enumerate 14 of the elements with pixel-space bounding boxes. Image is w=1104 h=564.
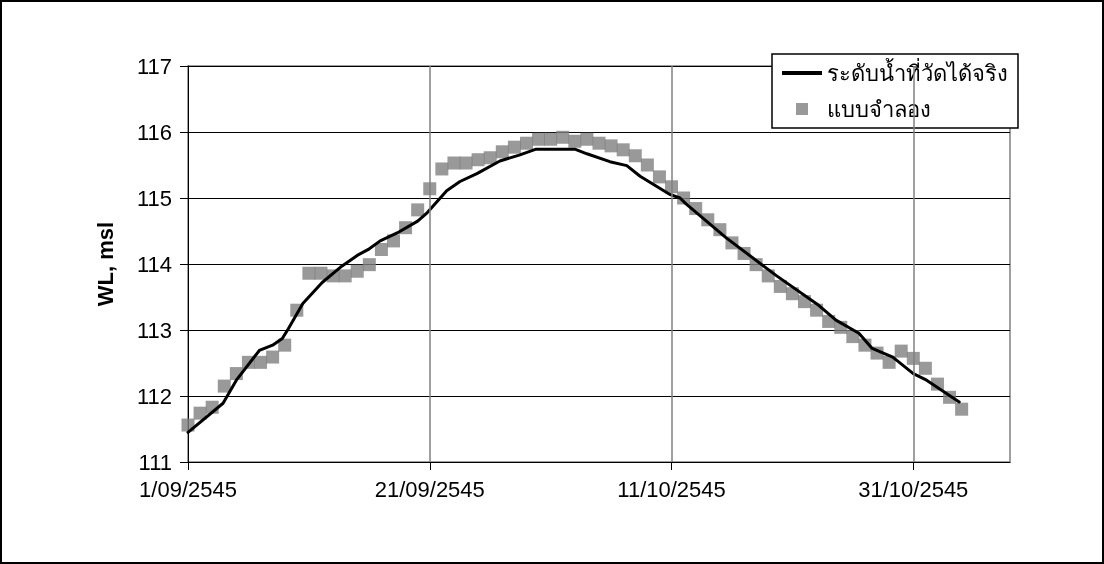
x-tick-label: 1/09/2545 [139,476,237,502]
y-axis-title: WL, msl [92,221,118,307]
y-tick-label: 111 [138,449,172,475]
legend-label: ระดับน้ำที่วัดได้จริง [827,57,1008,86]
x-tick-label: 11/10/2545 [617,476,726,502]
y-tick-label: 113 [136,317,172,343]
y-tick-label: 112 [136,383,172,409]
y-tick-label: 117 [136,53,172,79]
x-tick-label: 31/10/2545 [858,476,969,502]
y-tick-label: 115 [136,185,172,211]
x-tick-label: 21/09/2545 [374,476,485,502]
y-tick-label: 114 [136,251,172,277]
legend-label: แบบจำลอง [827,96,931,122]
y-tick-label: 116 [136,119,172,145]
